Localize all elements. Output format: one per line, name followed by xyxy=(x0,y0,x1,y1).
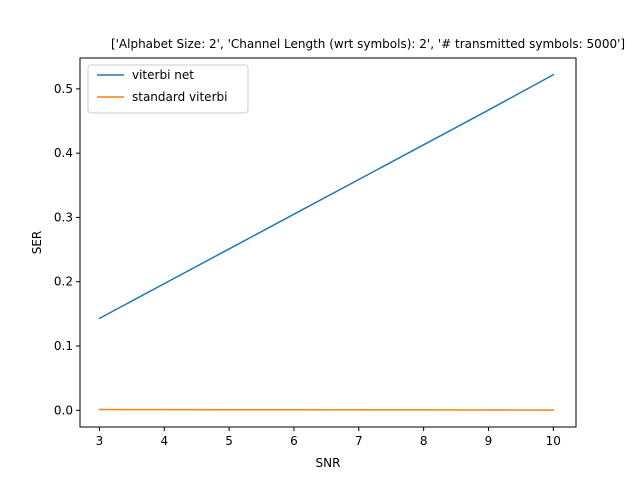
legend: viterbi net standard viterbi xyxy=(87,64,249,114)
series-line-0 xyxy=(98,73,555,320)
legend-box xyxy=(87,64,249,114)
x-tick-label: 6 xyxy=(290,434,298,448)
x-tick-label: 4 xyxy=(160,434,168,448)
series-line-1 xyxy=(98,408,555,411)
y-tick-label: 0.5 xyxy=(54,82,73,96)
plot-area xyxy=(98,73,555,411)
x-tick-label: 3 xyxy=(96,434,104,448)
y-tick-label: 0.3 xyxy=(54,210,73,224)
y-tick-label: 0.2 xyxy=(54,275,73,289)
y-tick-label: 0.4 xyxy=(54,146,73,160)
x-axis: 3 4 5 6 7 8 9 10 xyxy=(96,427,561,448)
y-axis-label: SER xyxy=(30,231,44,255)
y-tick-label: 0.0 xyxy=(54,403,73,417)
x-axis-label: SNR xyxy=(316,456,341,470)
y-tick-label: 0.1 xyxy=(54,339,73,353)
x-tick-label: 10 xyxy=(546,434,561,448)
axes-frame xyxy=(79,57,577,428)
x-tick-label: 9 xyxy=(485,434,493,448)
x-tick-label: 5 xyxy=(225,434,233,448)
chart-title: ['Alphabet Size: 2', 'Channel Length (wr… xyxy=(111,37,625,51)
legend-label: standard viterbi xyxy=(132,90,227,104)
y-axis: 0.0 0.1 0.2 0.3 0.4 0.5 xyxy=(54,82,80,417)
x-tick-label: 7 xyxy=(355,434,363,448)
legend-label: viterbi net xyxy=(132,68,194,82)
x-tick-label: 8 xyxy=(420,434,428,448)
